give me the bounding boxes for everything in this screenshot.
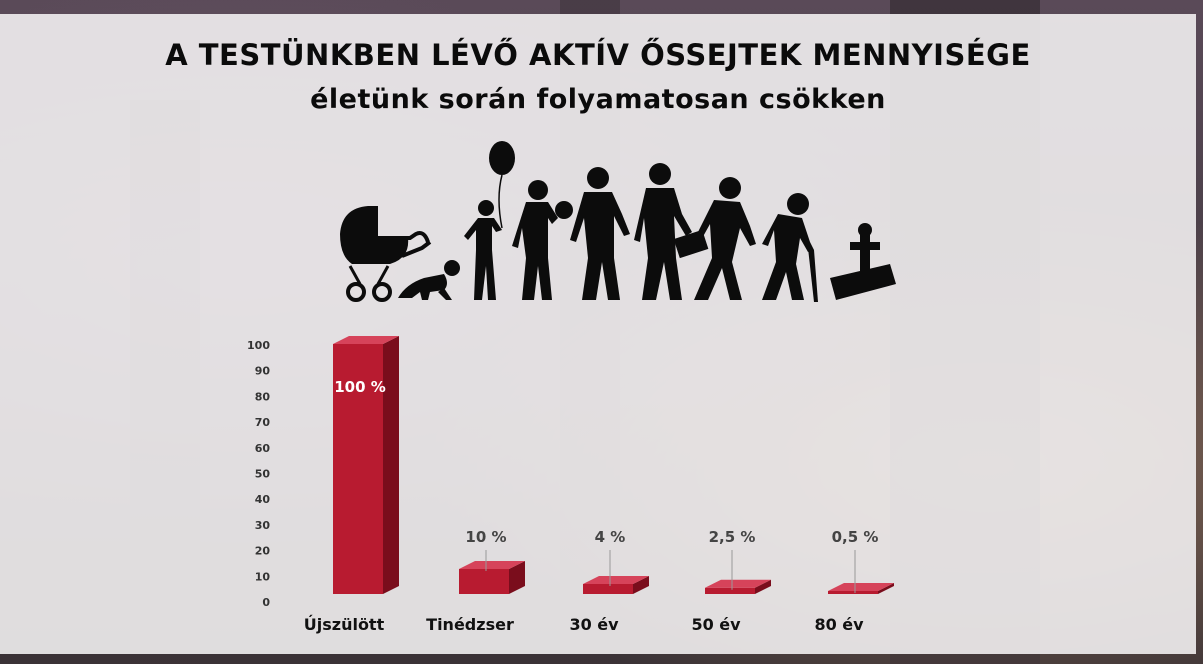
y-tick-label: 0 — [262, 596, 270, 609]
y-axis: 0 10 20 30 40 50 60 70 80 90 100 — [247, 339, 270, 609]
bar-front — [333, 344, 383, 594]
y-tick-label: 60 — [255, 442, 271, 455]
bar-side — [383, 336, 399, 594]
category-label: Tinédzser — [426, 615, 514, 634]
bar-side — [633, 576, 649, 594]
data-label: 0,5 % — [832, 528, 879, 546]
chart-title: A TESTÜNKBEN LÉVŐ AKTÍV ŐSSEJTEK MENNYIS… — [165, 38, 1031, 72]
bar-side — [509, 561, 525, 594]
bar-top — [705, 579, 771, 588]
data-label: 4 % — [595, 528, 626, 546]
y-tick-label: 20 — [255, 545, 271, 558]
category-label: Újszülött — [304, 615, 385, 634]
gravestone-icon — [830, 223, 896, 300]
bar: 10 % — [459, 528, 525, 594]
y-tick-label: 40 — [255, 493, 271, 506]
middle-aged-icon — [694, 177, 756, 300]
bar-top — [583, 576, 649, 584]
boy-ball-icon — [512, 180, 573, 300]
chart-subtitle: életünk során folyamatosan csökken — [310, 84, 886, 115]
data-label: 10 % — [465, 528, 506, 546]
life-stages-illustration — [340, 141, 896, 302]
child-balloon-icon — [464, 141, 515, 300]
bar: 100 % — [333, 336, 399, 594]
y-tick-label: 70 — [255, 416, 271, 429]
bar-front — [583, 584, 633, 594]
data-label: 2,5 % — [709, 528, 756, 546]
young-man-icon — [570, 167, 630, 300]
y-tick-label: 50 — [255, 468, 271, 481]
category-label: 50 év — [691, 615, 741, 634]
bar: 4 % — [583, 528, 649, 594]
bar-top — [459, 561, 525, 569]
category-labels: Újszülött Tinédzser 30 év 50 év 80 év — [304, 615, 864, 634]
bar: 0,5 % — [828, 528, 894, 594]
pram-icon — [340, 206, 432, 302]
y-tick-label: 90 — [255, 365, 271, 378]
y-tick-label: 10 — [255, 570, 271, 583]
bar-front — [705, 587, 755, 594]
y-tick-label: 30 — [255, 519, 271, 532]
bar-top — [333, 336, 399, 344]
category-label: 30 év — [569, 615, 619, 634]
bar-side — [755, 579, 771, 594]
y-tick-label: 80 — [255, 390, 271, 403]
bar-front — [828, 591, 878, 594]
bar: 2,5 % — [705, 528, 771, 594]
category-label: 80 év — [814, 615, 864, 634]
baby-icon — [398, 260, 460, 300]
elderly-cane-icon — [762, 193, 818, 302]
content-panel — [0, 14, 1196, 654]
bar-top — [828, 583, 894, 591]
bar-side — [878, 583, 894, 594]
y-tick-label: 100 — [247, 339, 270, 352]
bars: 100 % 10 % 4 % 2,5 % 0,5 % — [333, 336, 894, 594]
bar-front — [459, 569, 509, 594]
data-label: 100 % — [334, 378, 386, 396]
